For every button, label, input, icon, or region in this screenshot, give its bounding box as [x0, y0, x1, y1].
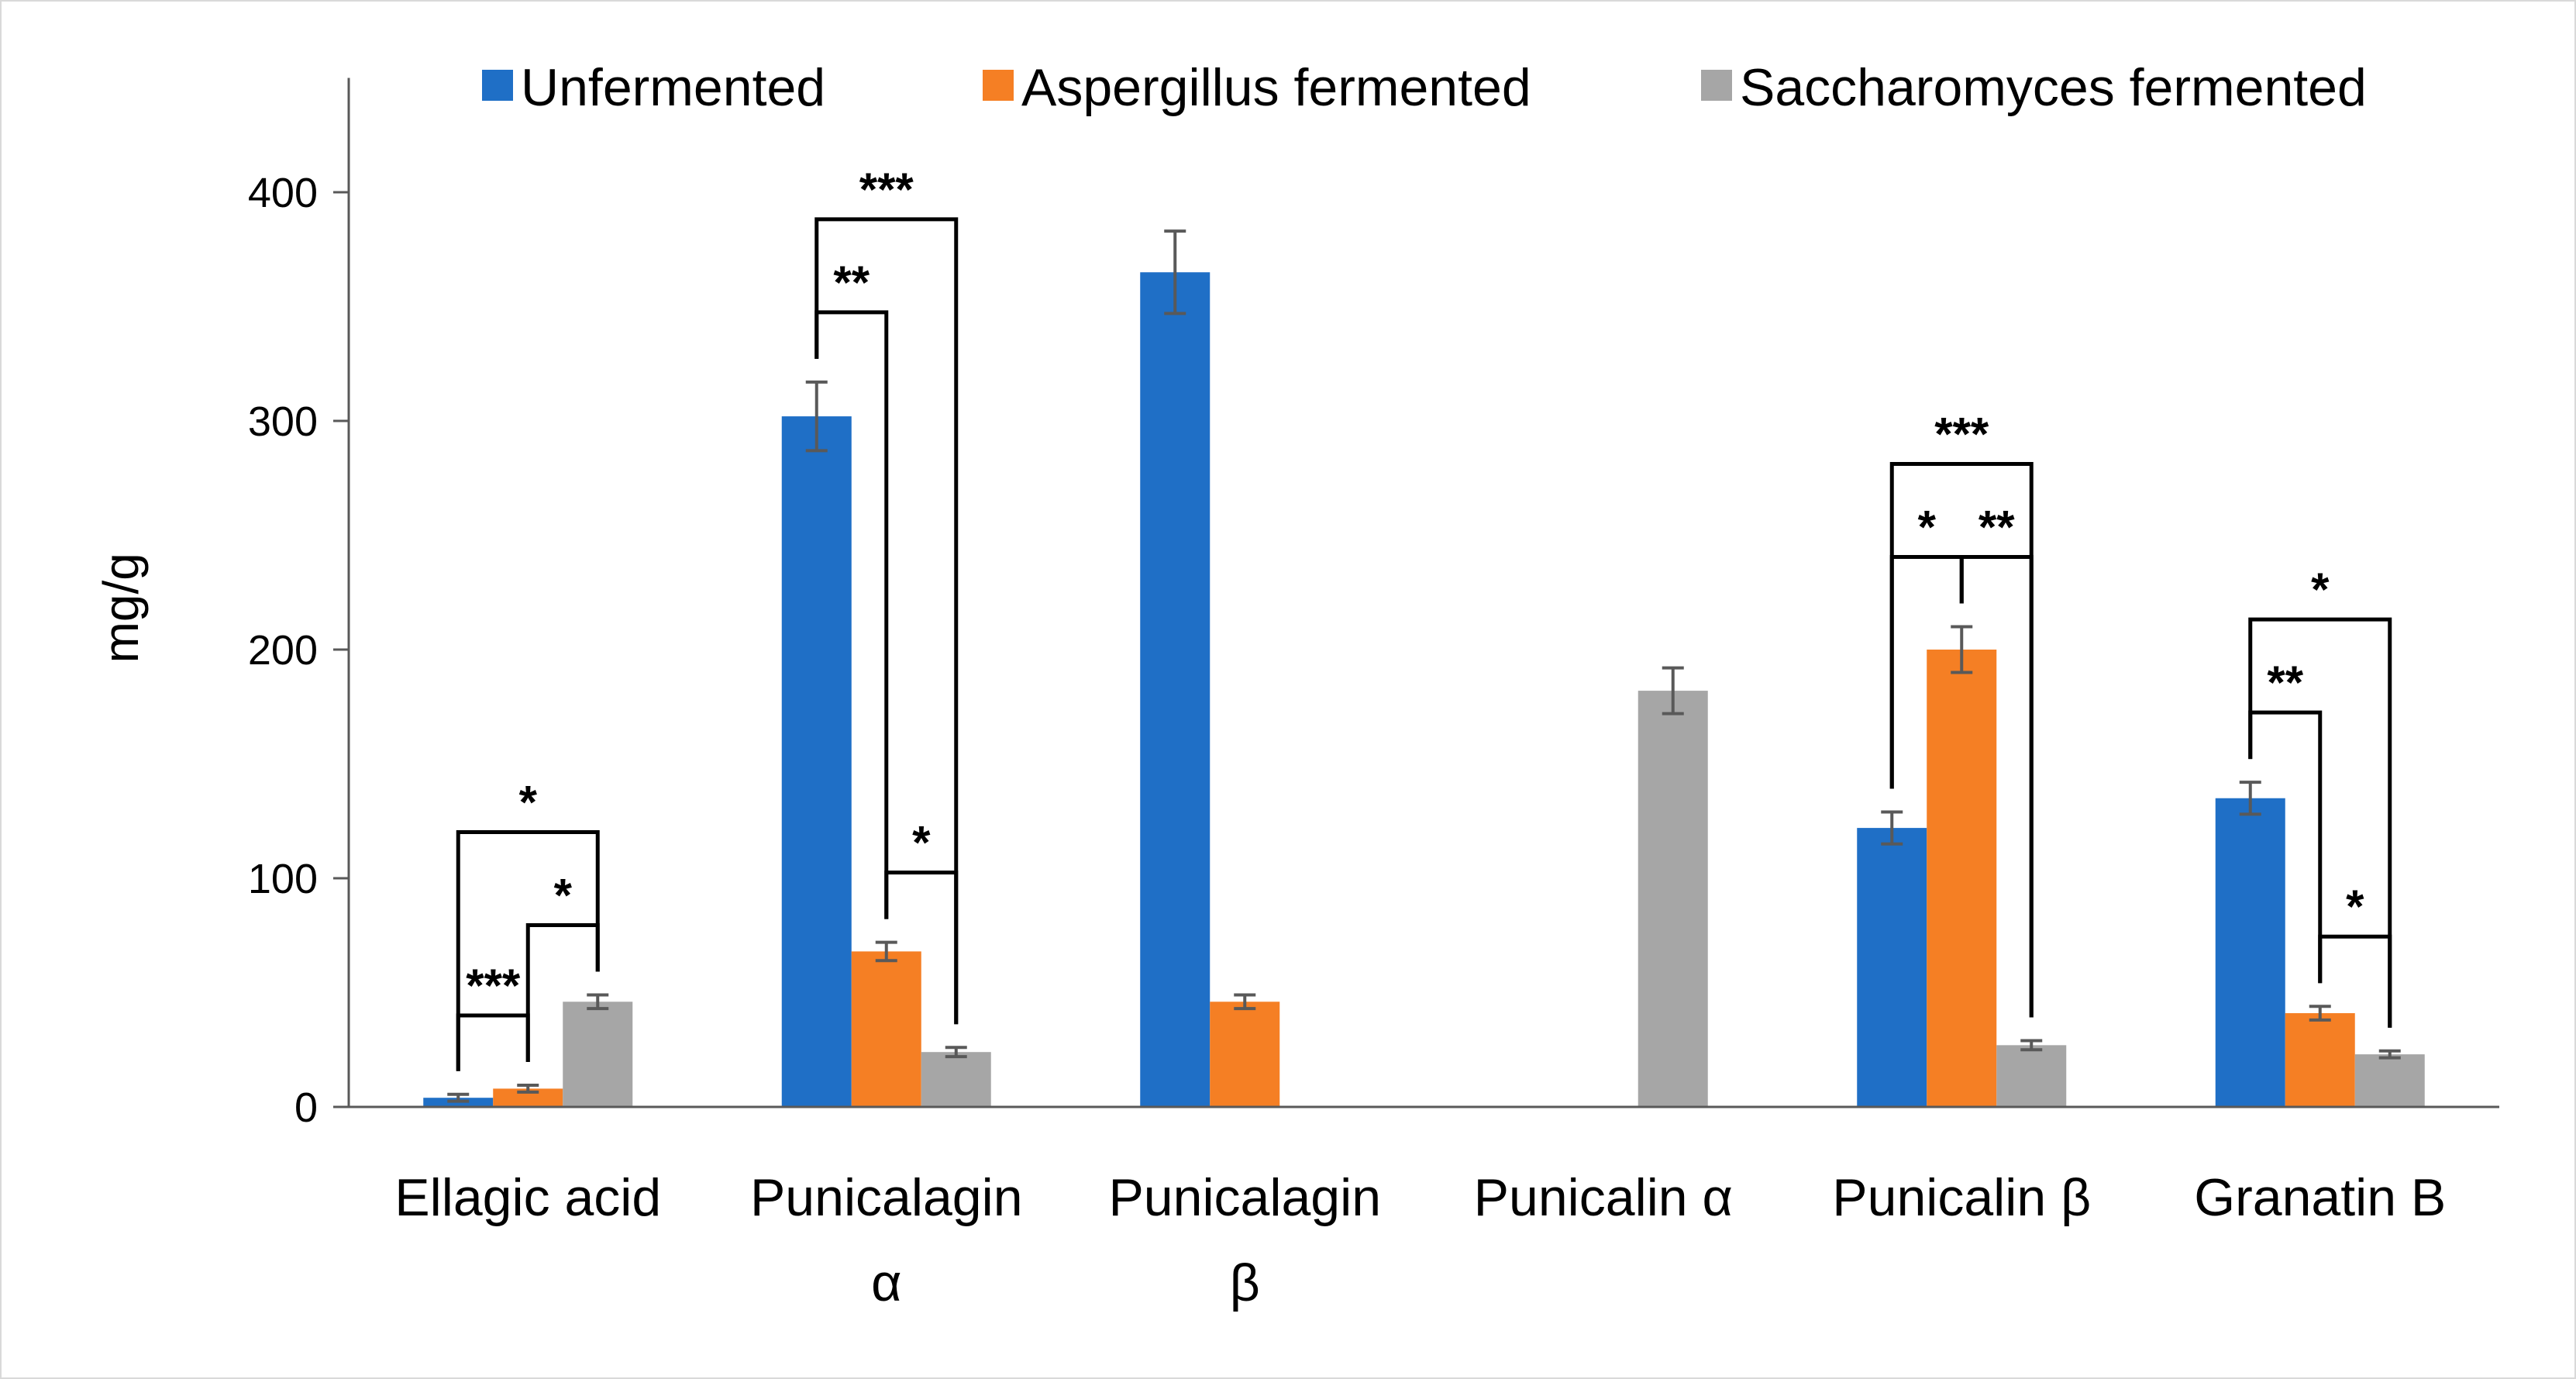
- y-tick-label: 400: [248, 170, 318, 216]
- significance-label: *: [554, 869, 573, 921]
- legend-label: Saccharomyces fermented: [1740, 58, 2367, 117]
- bar-1: [1140, 272, 1211, 1107]
- bar-2: [1210, 1001, 1280, 1107]
- x-category-label: Punicalagin: [1108, 1168, 1381, 1227]
- y-tick-label: 300: [248, 398, 318, 445]
- x-category-label: Punicalin β: [1832, 1168, 2091, 1227]
- significance-bracket: [456, 829, 600, 1071]
- y-tick-label: 0: [294, 1084, 318, 1131]
- bar-3: [563, 1001, 633, 1107]
- significance-label: **: [1978, 502, 2015, 553]
- legend-swatch: [983, 70, 1014, 101]
- x-category-label: Granatin B: [2194, 1168, 2446, 1227]
- legend-swatch: [482, 70, 513, 101]
- legend-label: Aspergillus fermented: [1021, 58, 1531, 117]
- significance-label: **: [2267, 657, 2303, 708]
- significance-label: *: [519, 776, 538, 828]
- bar-2: [2285, 1013, 2355, 1107]
- y-tick-label: 100: [248, 856, 318, 902]
- bar-1: [2215, 798, 2285, 1107]
- x-category-label: Punicalin α: [1474, 1168, 1733, 1227]
- significance-label: *: [2346, 881, 2364, 933]
- bar-2: [851, 951, 921, 1107]
- significance-bracket: [456, 1013, 530, 1071]
- legend-label: Unfermented: [521, 58, 825, 117]
- significance-label: *: [912, 817, 931, 869]
- bar-2: [1927, 650, 1997, 1107]
- x-category-label: Ellagic acid: [394, 1168, 661, 1227]
- significance-label: ***: [466, 960, 521, 1012]
- significance-label: ***: [859, 164, 914, 215]
- significance-bracket: [1889, 462, 2034, 1018]
- bar-3: [921, 1052, 991, 1107]
- significance-bracket: [2248, 617, 2392, 1028]
- legend-swatch: [1701, 70, 1732, 101]
- bar-1: [1857, 828, 1927, 1107]
- bar-2: [493, 1088, 563, 1107]
- bar-3: [2354, 1054, 2425, 1107]
- significance-label: *: [2311, 564, 2330, 615]
- significance-label: **: [833, 257, 870, 309]
- x-category-label: Punicalagin: [750, 1168, 1023, 1227]
- x-category-label: α: [871, 1253, 901, 1312]
- x-category-label: β: [1230, 1253, 1260, 1312]
- bar-1: [781, 416, 852, 1107]
- significance-label: *: [1918, 502, 1937, 553]
- bar-3: [1996, 1045, 2067, 1107]
- significance-bracket: [814, 217, 959, 1025]
- bar-3: [1638, 691, 1708, 1107]
- y-tick-label: 200: [248, 627, 318, 674]
- y-axis-title: mg/g: [93, 553, 149, 663]
- significance-label: ***: [1934, 409, 1989, 460]
